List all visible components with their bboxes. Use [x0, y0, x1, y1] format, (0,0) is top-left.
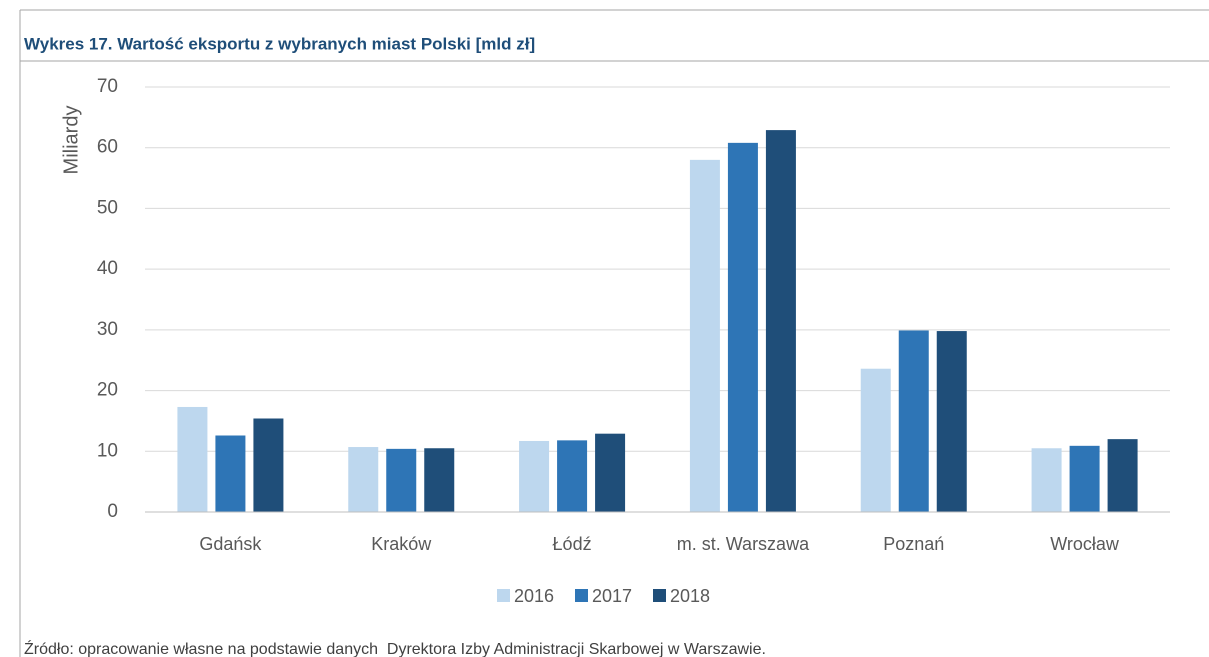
bar: [177, 406, 208, 512]
bar: [348, 447, 379, 512]
legend-swatch: [575, 589, 588, 602]
bar: [936, 331, 967, 512]
y-axis-label: Miliardy: [60, 106, 82, 175]
y-tick-label: 0: [107, 501, 118, 522]
x-tick-label: Łódź: [553, 534, 592, 554]
bar: [519, 440, 550, 512]
y-tick-label: 60: [97, 137, 118, 158]
y-tick-label: 50: [97, 197, 118, 218]
bar: [689, 159, 720, 512]
legend-swatch: [497, 589, 510, 602]
bar: [1107, 439, 1138, 512]
legend-label: 2017: [592, 586, 632, 606]
bar: [898, 330, 929, 512]
legend-label: 2018: [670, 586, 710, 606]
bar: [860, 368, 891, 512]
bar: [557, 440, 588, 512]
legend-swatch: [653, 589, 666, 602]
y-tick-label: 10: [97, 440, 118, 461]
bar: [1069, 445, 1100, 512]
x-tick-label: Kraków: [371, 534, 432, 554]
bar: [253, 418, 284, 512]
bar: [727, 142, 758, 512]
x-tick-label: Wrocław: [1050, 534, 1120, 554]
chart-title: Wykres 17. Wartość eksportu z wybranych …: [24, 34, 535, 53]
x-tick-label: Gdańsk: [199, 534, 262, 554]
x-tick-label: Poznań: [883, 534, 944, 554]
legend-label: 2016: [514, 586, 554, 606]
y-tick-label: 70: [97, 76, 118, 97]
source-note: Źródło: opracowanie własne na podstawie …: [24, 639, 766, 657]
bar: [386, 448, 417, 512]
bar: [1031, 448, 1062, 512]
bar: [595, 433, 626, 512]
x-tick-label: m. st. Warszawa: [677, 534, 810, 554]
bar: [765, 130, 796, 512]
y-tick-label: 30: [97, 319, 118, 340]
y-tick-label: 20: [97, 380, 118, 401]
bar: [424, 448, 455, 512]
bar: [215, 435, 246, 512]
y-tick-label: 40: [97, 258, 118, 279]
